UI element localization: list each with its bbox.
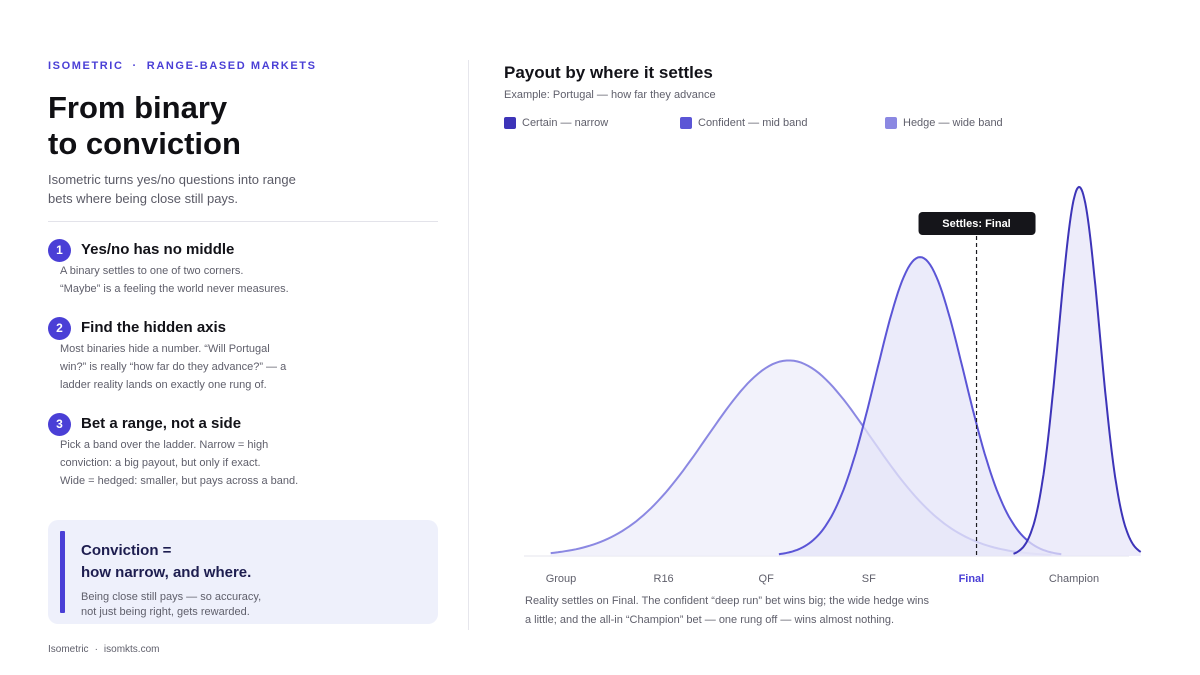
- step-text-line: ladder reality lands on exactly one rung…: [60, 379, 267, 391]
- eyebrow-topic: RANGE-BASED MARKETS: [146, 60, 317, 72]
- step-number-badge: 3: [48, 413, 71, 436]
- page-title-line-2: to conviction: [48, 126, 241, 161]
- step-title: Yes/no has no middle: [81, 241, 235, 258]
- page-title: From binary to conviction: [48, 90, 241, 162]
- panel-divider: [468, 60, 469, 630]
- step-title: Bet a range, not a side: [81, 415, 242, 432]
- conviction-callout: Conviction = how narrow, and where. Bein…: [48, 520, 438, 624]
- legend-swatch: [504, 117, 516, 129]
- step-text-line: win?” is really “how far do they advance…: [60, 361, 287, 373]
- payout-chart: Settles: Final Group R16 QF SF Final Champion: [524, 185, 1142, 585]
- settle-tooltip-label: Settles: Final: [942, 218, 1010, 230]
- eyebrow: ISOMETRIC · RANGE-BASED MARKETS: [48, 60, 317, 72]
- step-title: Find the hidden axis: [81, 319, 227, 336]
- legend-swatch: [680, 117, 692, 129]
- series-area-hedge: [550, 360, 1052, 556]
- step-text-line: Most binaries hide a number. “Will Portu…: [60, 343, 270, 355]
- chart-caption-line-2: a little; and the all-in “Champion” bet …: [525, 614, 895, 626]
- callout-title-line-1: Conviction =: [81, 542, 172, 559]
- series-area-certain: [1013, 187, 1141, 556]
- series-line-confident: [778, 256, 1062, 556]
- series-line-certain: [1013, 185, 1142, 555]
- x-tick-label-group: Group: [546, 573, 577, 585]
- legend-item-hedge: Hedge — wide band: [885, 117, 1003, 129]
- lede: Isometric turns yes/no questions into ra…: [48, 172, 296, 206]
- legend-swatch: [885, 117, 897, 129]
- callout-note: Being close still pays — so accuracy, no…: [81, 590, 261, 620]
- step-number-badge: 1: [48, 239, 71, 262]
- legend-item-certain: Certain — narrow: [504, 117, 608, 129]
- section-divider: [48, 221, 438, 222]
- callout-note-line-2: not just being right, gets rewarded.: [81, 606, 250, 618]
- chart-panel: Payout by where it settles Example: Port…: [504, 0, 1164, 675]
- x-tick-label-sf: SF: [862, 573, 876, 585]
- legend-label: Hedge — wide band: [903, 117, 1003, 129]
- chart-caption-line-1: Reality settles on Final. The confident …: [525, 595, 929, 607]
- page-title-line-1: From binary: [48, 90, 228, 125]
- step-text-line: Wide = hedged: smaller, but pays across …: [60, 475, 299, 487]
- eyebrow-separator: ·: [132, 60, 138, 72]
- x-tick-label-qf: QF: [759, 573, 775, 585]
- x-tick-label-r16: R16: [654, 573, 674, 585]
- footer-site-link[interactable]: isomkts.com: [103, 644, 160, 655]
- footer-separator: ·: [94, 644, 98, 655]
- left-panel: ISOMETRIC · RANGE-BASED MARKETS From binar…: [48, 0, 440, 675]
- legend-label: Confident — mid band: [698, 117, 808, 129]
- step-number-badge: 2: [48, 317, 71, 340]
- callout-accent-bar: [60, 531, 65, 613]
- x-tick-label-champion: Champion: [1049, 573, 1099, 585]
- step-text-line: Pick a band over the ladder. Narrow = hi…: [60, 439, 269, 451]
- footer-brand: Isometric: [48, 644, 89, 655]
- settle-tooltip: [918, 212, 1036, 235]
- footer: Isometric · isomkts.com: [48, 644, 159, 655]
- callout-title-line-2: how narrow, and where.: [81, 564, 252, 581]
- eyebrow-brand: ISOMETRIC: [48, 60, 124, 72]
- chart-subtitle: Example: Portugal — how far they advance: [504, 89, 716, 101]
- legend-label: Certain — narrow: [522, 117, 609, 129]
- callout-title: Conviction = how narrow, and where.: [81, 540, 251, 584]
- step-text-line: conviction: a big payout, but only if ex…: [60, 457, 261, 469]
- legend-item-confident: Confident — mid band: [680, 117, 807, 129]
- step-text-line: A binary settles to one of two corners.: [60, 265, 244, 277]
- step-text-line: “Maybe” is a feeling the world never mea…: [60, 283, 289, 295]
- x-tick-label-final: Final: [959, 573, 985, 585]
- callout-note-line-1: Being close still pays — so accuracy,: [81, 591, 262, 603]
- series-area-confident: [778, 257, 1062, 556]
- chart-caption: Reality settles on Final. The confident …: [525, 592, 945, 630]
- chart-title: Payout by where it settles: [504, 63, 713, 82]
